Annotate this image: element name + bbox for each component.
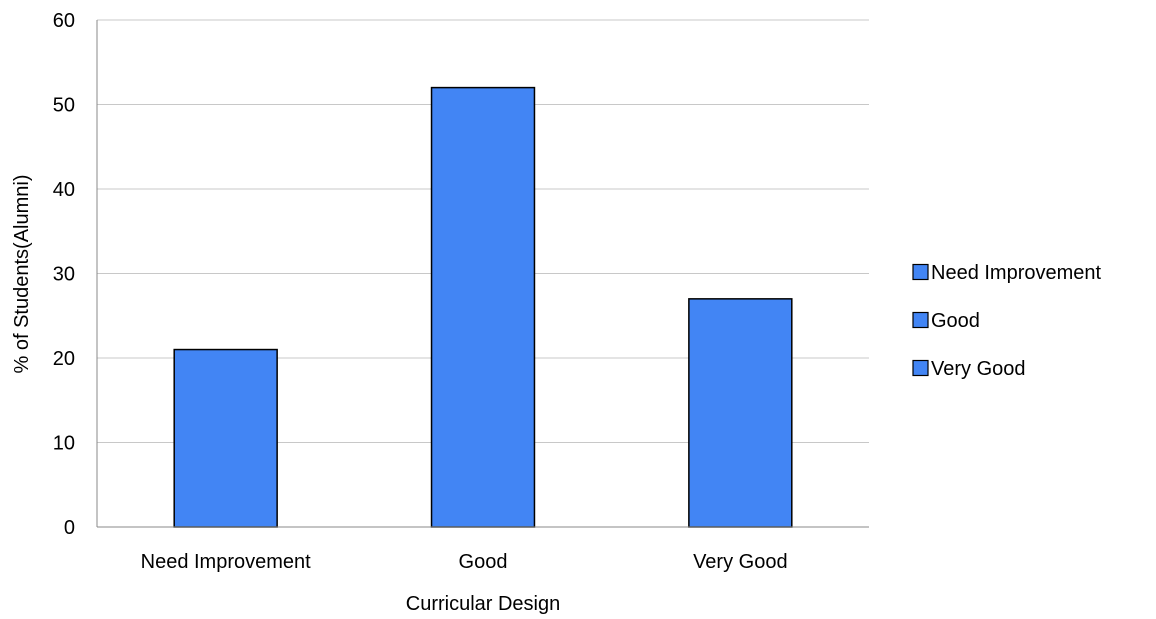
y-tick-label: 40 [53, 179, 75, 201]
y-tick-label: 30 [53, 264, 75, 286]
legend-swatch [912, 263, 929, 281]
x-tick-label: Need Improvement [141, 551, 312, 573]
x-axis-title: Curricular Design [406, 593, 561, 615]
y-tick-label: 50 [53, 95, 75, 117]
legend-entry: Good [931, 310, 980, 332]
legend-swatch [912, 311, 929, 329]
y-tick-label: 20 [53, 348, 75, 370]
y-axis-title: % of Students(Alumni) [11, 175, 33, 374]
bars [173, 86, 793, 528]
x-axis-ticks: Need Improvement Good Very Good [141, 551, 788, 573]
legend-entry: Need Improvement [931, 262, 1102, 284]
x-tick-label: Very Good [693, 551, 788, 573]
legend: Need Improvement Good Very Good [912, 262, 1102, 380]
y-tick-label: 10 [53, 433, 75, 455]
legend-entry: Very Good [931, 358, 1026, 380]
y-axis-ticks: 0 10 20 30 40 50 60 [53, 10, 75, 539]
y-tick-label: 60 [53, 10, 75, 32]
legend-swatch [912, 359, 929, 377]
bar-need-improvement [173, 348, 278, 528]
y-tick-label: 0 [64, 517, 75, 539]
bar-good [430, 86, 536, 528]
x-tick-label: Good [459, 551, 508, 573]
bar-very-good [688, 298, 793, 528]
